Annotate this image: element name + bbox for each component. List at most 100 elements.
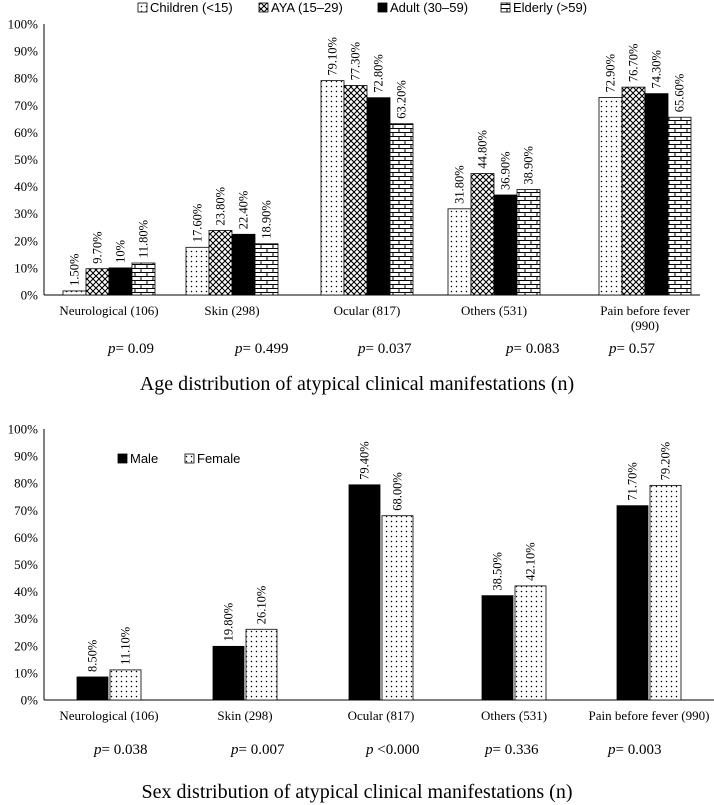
bar-male-1: [212, 645, 245, 701]
bar-children-15-4: [598, 97, 623, 296]
data-label: 38.50%: [491, 552, 505, 591]
p-value-label: p= 0.09: [107, 341, 154, 357]
y-tick-label: 50%: [14, 152, 38, 167]
legend-label-children: Children (<15): [150, 0, 233, 15]
bar-elderly-59-0: [131, 262, 156, 296]
data-label: 63.20%: [395, 80, 409, 119]
category-label: Others (531): [461, 303, 527, 318]
p-value-label: p= 0.038: [93, 742, 147, 758]
legend-swatch-aya: [258, 2, 269, 13]
data-label: 79.40%: [358, 441, 372, 480]
legend-swatch-male: [117, 453, 128, 464]
bar-aya-15-29-2: [343, 85, 368, 296]
y-tick-label: 100%: [8, 17, 39, 32]
y-tick-label: 40%: [14, 584, 38, 599]
y-tick-label: 30%: [14, 206, 38, 221]
bar-children-15-3: [447, 208, 472, 296]
legend-label-female: Female: [197, 451, 240, 466]
p-value-label: p= 0.007: [230, 742, 285, 758]
data-label: 11.10%: [119, 627, 133, 665]
data-label: 68.00%: [391, 472, 405, 511]
y-tick-label: 80%: [14, 71, 38, 86]
p-value-label: p= 0.499: [234, 341, 288, 357]
y-tick-label: 10%: [14, 260, 38, 275]
y-tick-label: 90%: [14, 44, 38, 59]
sex-y-ticks: 0% 10% 20% 30% 40% 50% 60% 70% 80% 90% 100%: [8, 422, 39, 708]
y-tick-label: 60%: [14, 125, 38, 140]
data-label: 79.20%: [659, 442, 673, 481]
data-label: 18.90%: [260, 200, 274, 239]
data-label: 77.30%: [349, 42, 363, 81]
data-label: 8.50%: [86, 640, 100, 672]
legend-label-adult: Adult (30–59): [390, 0, 468, 15]
data-label: 79.10%: [326, 37, 340, 76]
category-label: Neurological (106): [59, 708, 158, 723]
bar-adult-30-59-0: [108, 267, 133, 296]
data-label: 10%: [114, 240, 128, 263]
bar-female-0: [109, 669, 142, 701]
p-value-label: p= 0.083: [505, 341, 559, 357]
data-label: 9.70%: [91, 231, 105, 263]
bar-male-3: [481, 595, 514, 701]
category-label: Skin (298): [204, 303, 259, 318]
sex-chart-title: Sex distribution of atypical clinical ma…: [141, 781, 572, 803]
age-chart: Children (<15) AYA (15–29) Adult (30–59)…: [8, 0, 700, 395]
p-value-label: p= 0.003: [607, 742, 661, 758]
legend-label-aya: AYA (15–29): [271, 0, 343, 15]
bar-female-4: [649, 484, 682, 701]
y-tick-label: 0%: [21, 693, 39, 708]
data-label: 22.40%: [237, 191, 251, 230]
category-label: Neurological (106): [59, 303, 158, 318]
age-bars: [62, 80, 692, 296]
sex-chart: Male Female 0% 10% 20% 30% 40% 50% 60% 70% 80% 90…: [8, 422, 714, 803]
bar-female-2: [381, 515, 414, 701]
data-label: 36.90%: [499, 151, 513, 190]
legend-swatch-female: [184, 453, 195, 464]
y-tick-label: 20%: [14, 638, 38, 653]
y-tick-label: 30%: [14, 611, 38, 626]
data-label: 19.80%: [222, 603, 236, 642]
bar-male-4: [616, 505, 649, 701]
age-p-values: p= 0.09 p= 0.499 p= 0.037 p= 0.083 p= 0.57: [107, 341, 655, 357]
sex-bars: [76, 484, 682, 701]
data-label: 65.60%: [673, 74, 687, 113]
y-tick-label: 100%: [8, 422, 39, 437]
sex-category-labels: Neurological (106) Skin (298) Ocular (817)…: [59, 708, 709, 723]
bar-adult-30-59-1: [231, 233, 256, 296]
y-tick-label: 60%: [14, 530, 38, 545]
y-tick-label: 70%: [14, 503, 38, 518]
sex-data-labels: 8.50% 11.10% 19.80% 26.10% 79.40% 68.00% 38.50…: [86, 441, 673, 672]
bar-adult-30-59-2: [366, 97, 391, 296]
y-tick-label: 10%: [14, 665, 38, 680]
bar-female-3: [514, 585, 547, 701]
data-label: 26.10%: [255, 586, 269, 625]
data-label: 76.70%: [627, 44, 641, 83]
bar-children-15-0: [62, 290, 87, 296]
p-value-label: p= 0.336: [484, 742, 539, 758]
data-label: 23.80%: [214, 187, 228, 226]
bar-aya-15-29-0: [85, 268, 110, 296]
age-data-labels: 1.50% 9.70% 10% 11.80% 17.60% 23.80% 22.40% 18.…: [68, 37, 687, 286]
p-value-label: p= 0.037: [357, 341, 412, 357]
data-label: 11.80%: [137, 220, 151, 258]
bar-elderly-59-4: [667, 116, 692, 296]
bar-elderly-59-2: [389, 123, 414, 296]
category-label: Ocular (817): [348, 708, 415, 723]
category-label: Skin (298): [217, 708, 272, 723]
y-tick-label: 80%: [14, 476, 38, 491]
y-tick-label: 20%: [14, 233, 38, 248]
legend-swatch-children: [137, 2, 148, 13]
data-label: 38.90%: [522, 146, 536, 185]
category-label: Pain before fever (990): [600, 303, 690, 333]
age-chart-title: Age distribution of atypical clinical ma…: [140, 373, 574, 395]
legend-label-male: Male: [130, 451, 158, 466]
age-category-labels: Neurological (106) Skin (298) Ocular (817)…: [59, 303, 690, 333]
data-label: 72.90%: [604, 54, 618, 93]
bar-adult-30-59-3: [493, 194, 518, 296]
data-label: 31.80%: [453, 165, 467, 204]
bar-female-1: [245, 628, 278, 701]
bar-male-0: [76, 676, 109, 701]
data-label: 71.70%: [626, 462, 640, 501]
data-label: 74.30%: [650, 50, 664, 89]
